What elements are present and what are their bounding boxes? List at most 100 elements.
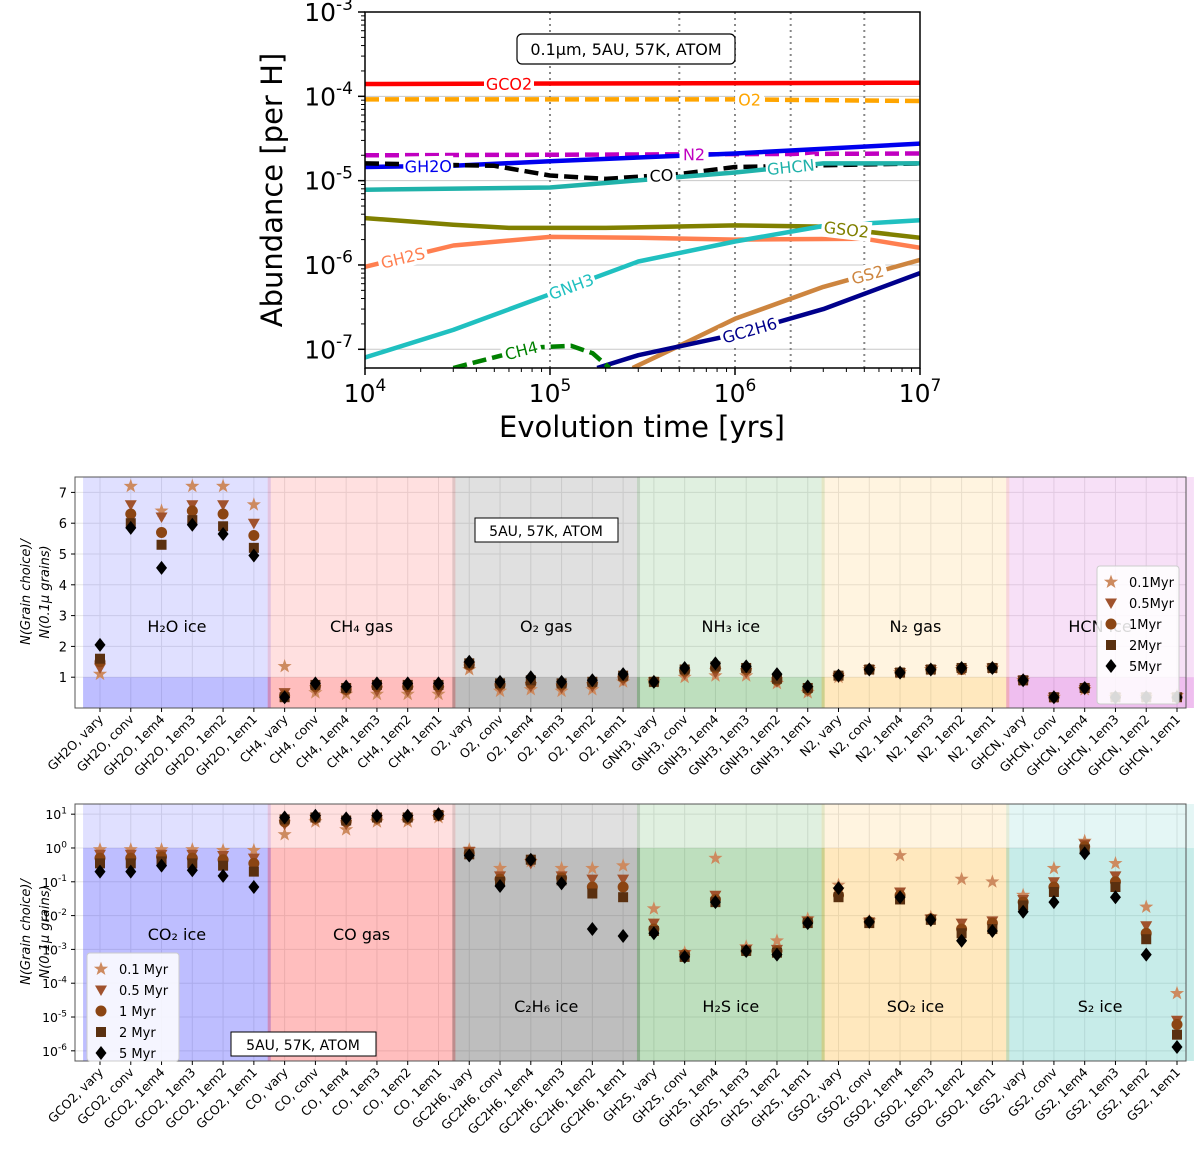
group-label-4: SO₂ ice [887, 997, 944, 1016]
top-ylabel: Abundance [per H] [255, 53, 289, 327]
point-square-17 [618, 892, 629, 903]
series-label-bg-gh2s [376, 242, 430, 274]
point-tri-4 [217, 500, 230, 511]
point-diamond-7 [309, 808, 321, 823]
series-label-gh2s: GH2S [379, 244, 427, 273]
middle-ylabel-line2: N(0.1µ grains) [38, 545, 53, 638]
point-diamond-29 [986, 660, 998, 675]
group-band-4 [821, 804, 1010, 1061]
top-ytick-label-3: 10-4 [304, 79, 353, 111]
legend-label-3: 2 Myr [119, 1026, 156, 1041]
point-diamond-20 [709, 656, 721, 671]
point-square-0 [95, 858, 105, 869]
point-diamond-27 [925, 662, 937, 677]
point-star-30 [1016, 887, 1031, 902]
bot-ytick-label-0: 10-6 [42, 1043, 67, 1059]
point-diamond-14 [525, 670, 537, 685]
point-tri-16 [586, 874, 599, 886]
top-ytick-label-0: 10-7 [304, 332, 353, 364]
point-diamond-27 [925, 912, 937, 927]
middle-plot-frame [74, 476, 1187, 709]
series-label-bg-n2 [679, 144, 709, 165]
group-label-0: CO₂ ice [148, 925, 206, 944]
top-box-label: 0.1µm, 5AU, 57K, ATOM [530, 40, 721, 59]
point-diamond-22 [771, 947, 783, 962]
legend-label-2: 1 Myr [119, 1005, 156, 1020]
point-tri-2 [155, 512, 168, 524]
top-xtick-label-0: 104 [344, 376, 387, 408]
bottom-ylabel-line2: N(0.1µ grains) [38, 885, 53, 978]
point-diamond-1 [125, 520, 137, 535]
point-circle-1 [125, 508, 137, 520]
series-line-n2 [365, 151, 920, 158]
point-circle-5 [248, 530, 260, 542]
point-diamond-16 [586, 673, 598, 688]
point-diamond-19 [679, 660, 691, 675]
point-diamond-19 [679, 949, 691, 964]
point-diamond-0 [94, 864, 106, 879]
series-label-group-gco2: GCO2 [483, 73, 535, 94]
point-tri-5 [247, 518, 260, 530]
legend-marker-1 [1105, 598, 1117, 609]
series-label-group-n2: N2 [679, 144, 709, 165]
mid-ytick-label-0: 1 [59, 671, 67, 686]
legend-frame [86, 952, 180, 1062]
point-circle-3 [186, 505, 198, 517]
series-label-group-gh2s: GH2S [376, 242, 430, 274]
legend-marker-4 [95, 1046, 107, 1060]
point-diamond-28 [956, 660, 968, 675]
point-diamond-3 [186, 863, 198, 878]
top-ytick-label-1: 10-6 [304, 248, 353, 280]
series-line-ch4 [452, 343, 612, 368]
point-diamond-5 [248, 880, 260, 895]
point-square-33 [1110, 882, 1121, 893]
bot-ytick-label-7: 101 [45, 807, 67, 823]
point-diamond-6 [279, 690, 291, 705]
group-band-lower-4 [821, 677, 1010, 708]
point-star-5 [246, 497, 261, 511]
series-label-bg-gc2h6 [717, 312, 782, 349]
top-xlabel: Evolution time [yrs] [499, 410, 785, 444]
series-label-gnh3: GNH3 [546, 270, 596, 304]
point-star-2 [154, 503, 169, 517]
point-star-31 [1046, 860, 1061, 875]
legend-marker-3 [1106, 640, 1116, 650]
point-diamond-1 [125, 864, 137, 879]
series-label-n2: N2 [683, 145, 705, 164]
group-band-1 [267, 477, 456, 708]
series-label-o2: O2 [738, 90, 761, 109]
point-diamond-30 [1017, 904, 1029, 919]
series-line-ghcn [365, 161, 920, 192]
series-label-group-o2: O2 [735, 89, 765, 110]
point-diamond-14 [525, 852, 537, 867]
point-diamond-21 [740, 659, 752, 674]
legend-frame [1096, 565, 1180, 705]
point-diamond-15 [556, 876, 568, 891]
point-diamond-10 [402, 808, 414, 823]
series-label-bg-ghcn [764, 154, 817, 180]
point-diamond-9 [371, 808, 383, 823]
point-diamond-25 [863, 662, 875, 677]
series-label-gh2o: GH2O [405, 157, 452, 177]
bottom-ylabel-line1: N(Grain choice)/ [19, 878, 34, 985]
legend-label-1: 0.5 Myr [119, 984, 169, 999]
point-star-26 [893, 848, 908, 862]
group-band-lower-0 [83, 677, 271, 708]
point-diamond-16 [586, 922, 598, 937]
series-label-bg-ch4 [499, 335, 543, 365]
legend-label-4: 5 Myr [119, 1047, 156, 1062]
group-band-lower-5 [1006, 847, 1194, 1061]
bot-ytick-label-5: 10-1 [42, 874, 67, 890]
series-label-group-gnh3: GNH3 [544, 268, 599, 305]
series-label-bg-gh2o [403, 155, 454, 177]
point-diamond-22 [771, 667, 783, 682]
legend-marker-1 [95, 985, 107, 996]
point-star-33 [1108, 856, 1123, 870]
series-label-gs2: GS2 [849, 261, 886, 288]
series-label-bg-co [646, 164, 677, 187]
group-band-lower-3 [636, 677, 825, 708]
legend-marker-2 [95, 1005, 107, 1017]
legend-marker-0 [93, 961, 109, 975]
point-diamond-11 [432, 676, 444, 691]
point-star-5 [246, 842, 261, 857]
